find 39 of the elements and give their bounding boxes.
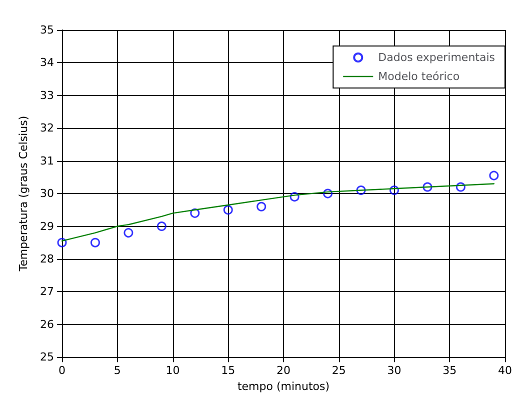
y-tick-label: 32 [40, 122, 54, 135]
x-tick-label: 15 [221, 364, 236, 378]
legend-label: Modelo teórico [378, 70, 460, 83]
point [323, 188, 333, 198]
y-tick-label: 26 [40, 318, 54, 331]
y-tick-label: 30 [40, 187, 54, 200]
y-tick-label: 25 [40, 350, 54, 364]
point [90, 238, 100, 248]
x-tick-label: 20 [276, 364, 290, 378]
point [190, 208, 200, 218]
point [390, 186, 399, 196]
point [422, 182, 432, 192]
legend-label: Dados experimentais [378, 51, 496, 64]
x-tick-label: 0 [58, 364, 66, 378]
point [256, 202, 266, 212]
point [489, 170, 499, 180]
point [57, 238, 67, 248]
x-tick-label: 25 [332, 364, 346, 378]
y-tick-label: 31 [40, 154, 54, 168]
point [290, 192, 300, 202]
y-tick-label: 35 [40, 24, 54, 36]
y-tick-label: 29 [40, 220, 54, 233]
x-tick-label: 10 [166, 364, 180, 378]
point [356, 186, 366, 196]
point [124, 228, 134, 238]
point [223, 205, 233, 215]
x-tick-label: 30 [387, 364, 402, 378]
y-tick-label: 33 [40, 88, 54, 102]
line-series [61, 183, 495, 242]
x-tick-label: 5 [114, 364, 121, 378]
y-tick-label: 34 [40, 56, 54, 70]
x-axis-title: tempo (minutos) [237, 380, 330, 393]
point [156, 222, 166, 232]
point [456, 182, 466, 192]
y-axis-title: Temperatura (graus Celsius) [17, 116, 30, 272]
x-tick-label: 35 [442, 364, 457, 378]
x-tick-label: 40 [498, 364, 512, 378]
y-tick-label: 27 [40, 285, 54, 298]
y-tick-label: 28 [40, 252, 54, 266]
